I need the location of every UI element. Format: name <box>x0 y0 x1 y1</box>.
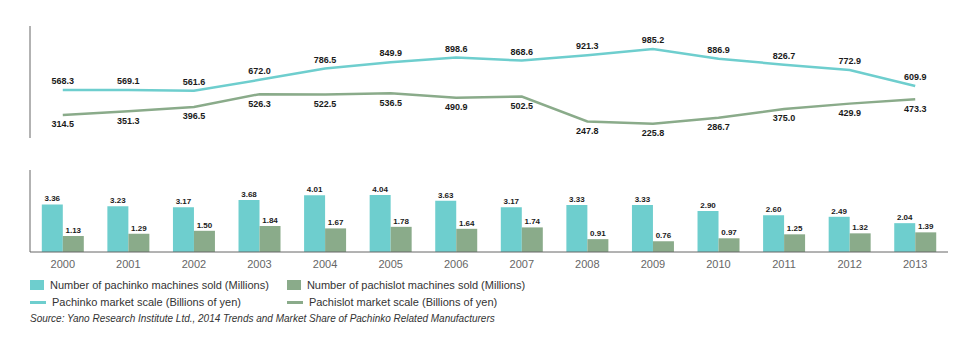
svg-text:3.68: 3.68 <box>241 190 257 199</box>
svg-text:526.3: 526.3 <box>248 99 271 109</box>
html-text:Number of pachinko machines so: Number of pachinko machines sold (Millio… <box>50 279 269 291</box>
svg-text:1.50: 1.50 <box>197 221 213 230</box>
svg-text:2010: 2010 <box>706 258 730 270</box>
svg-text:2.49: 2.49 <box>831 207 847 216</box>
svg-text:2006: 2006 <box>444 258 468 270</box>
svg-text:3.17: 3.17 <box>504 197 520 206</box>
svg-text:2000: 2000 <box>51 258 75 270</box>
svg-text:2008: 2008 <box>575 258 599 270</box>
svg-text:314.5: 314.5 <box>52 119 75 129</box>
svg-text:3.33: 3.33 <box>569 195 585 204</box>
html-text:Number of pachislot machines s: Number of pachislot machines sold (Milli… <box>306 279 526 291</box>
svg-text:868.6: 868.6 <box>511 47 534 57</box>
svg-text:3.63: 3.63 <box>438 191 454 200</box>
svg-text:0.76: 0.76 <box>656 231 672 240</box>
svg-text:1.29: 1.29 <box>131 224 147 233</box>
svg-text:3.17: 3.17 <box>176 197 192 206</box>
svg-text:2011: 2011 <box>772 258 796 270</box>
svg-text:609.9: 609.9 <box>904 72 927 82</box>
svg-text:886.9: 886.9 <box>707 45 730 55</box>
svg-text:2013: 2013 <box>903 258 927 270</box>
html-text:Source: Yano Research Institut: Source: Yano Research Institute Ltd., 20… <box>30 313 495 324</box>
svg-text:536.5: 536.5 <box>379 98 402 108</box>
svg-text:2005: 2005 <box>378 258 402 270</box>
svg-text:3.36: 3.36 <box>45 194 61 203</box>
svg-text:286.7: 286.7 <box>707 122 730 132</box>
svg-text:225.8: 225.8 <box>642 128 665 138</box>
svg-text:898.6: 898.6 <box>445 44 468 54</box>
svg-text:2003: 2003 <box>247 258 271 270</box>
svg-text:1.25: 1.25 <box>787 224 803 233</box>
svg-text:568.3: 568.3 <box>52 76 75 86</box>
svg-text:1.13: 1.13 <box>66 226 82 235</box>
svg-text:396.5: 396.5 <box>183 111 206 121</box>
svg-text:4.04: 4.04 <box>372 185 388 194</box>
svg-text:672.0: 672.0 <box>248 66 271 76</box>
svg-text:3.23: 3.23 <box>110 196 126 205</box>
svg-text:2.90: 2.90 <box>700 201 716 210</box>
svg-text:921.3: 921.3 <box>576 41 599 51</box>
html-text:Pachinko market scale (Billion: Pachinko market scale (Billions of yen) <box>52 296 241 308</box>
svg-text:2.04: 2.04 <box>897 213 913 222</box>
svg-text:375.0: 375.0 <box>773 113 796 123</box>
svg-text:1.64: 1.64 <box>459 219 475 228</box>
svg-text:2002: 2002 <box>182 258 206 270</box>
svg-text:561.6: 561.6 <box>183 77 206 87</box>
svg-text:2012: 2012 <box>837 258 861 270</box>
svg-text:1.78: 1.78 <box>393 217 409 226</box>
svg-text:2001: 2001 <box>116 258 140 270</box>
svg-text:4.01: 4.01 <box>307 185 323 194</box>
svg-text:429.9: 429.9 <box>838 108 861 118</box>
svg-text:0.91: 0.91 <box>590 229 606 238</box>
svg-text:2007: 2007 <box>510 258 534 270</box>
svg-text:985.2: 985.2 <box>642 35 665 45</box>
svg-text:1.74: 1.74 <box>525 217 541 226</box>
svg-text:2009: 2009 <box>641 258 665 270</box>
svg-text:849.9: 849.9 <box>379 48 402 58</box>
svg-text:1.32: 1.32 <box>852 223 868 232</box>
svg-text:569.1: 569.1 <box>117 76 140 86</box>
svg-text:772.9: 772.9 <box>838 56 861 66</box>
svg-text:2004: 2004 <box>313 258 337 270</box>
svg-text:0.97: 0.97 <box>721 228 737 237</box>
svg-text:1.39: 1.39 <box>918 222 934 231</box>
svg-text:1.84: 1.84 <box>262 216 278 225</box>
html-text:Pachislot market scale (Billio: Pachislot market scale (Billions of yen) <box>308 296 498 308</box>
svg-text:490.9: 490.9 <box>445 102 468 112</box>
svg-text:351.3: 351.3 <box>117 116 140 126</box>
svg-text:786.5: 786.5 <box>314 55 337 65</box>
svg-text:3.33: 3.33 <box>635 195 651 204</box>
svg-text:2.60: 2.60 <box>766 205 782 214</box>
svg-text:247.8: 247.8 <box>576 126 599 136</box>
svg-text:502.5: 502.5 <box>511 101 534 111</box>
svg-text:473.3: 473.3 <box>904 104 927 114</box>
svg-text:826.7: 826.7 <box>773 51 796 61</box>
svg-text:522.5: 522.5 <box>314 99 337 109</box>
svg-text:1.67: 1.67 <box>328 218 344 227</box>
